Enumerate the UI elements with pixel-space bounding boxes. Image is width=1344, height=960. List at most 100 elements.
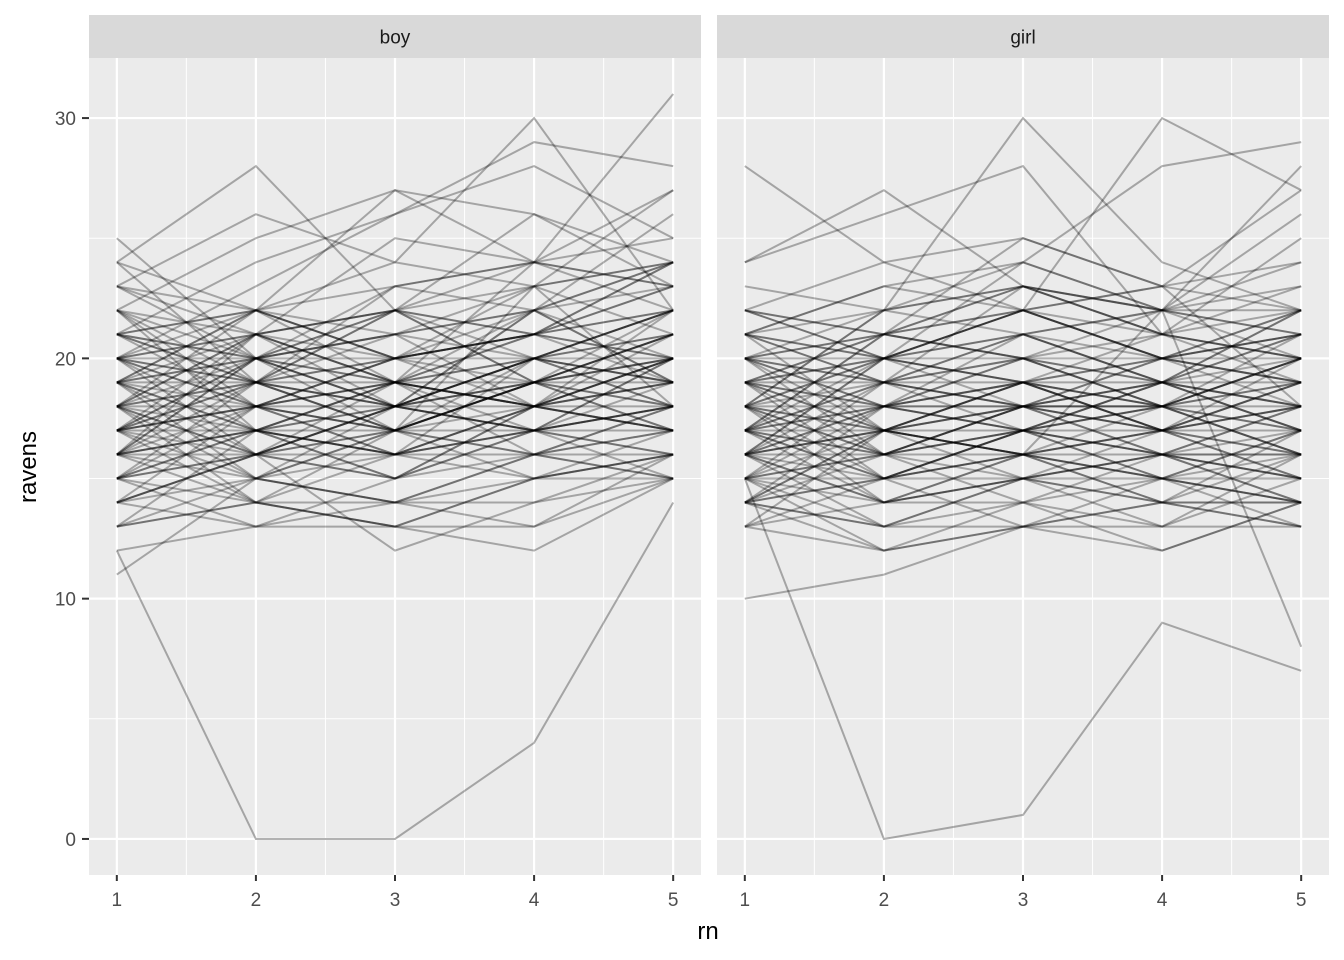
series-lines-girl (743, 116, 1303, 841)
series-line (116, 381, 674, 456)
series-line (744, 309, 1302, 456)
series-line (744, 381, 1302, 456)
series-line (744, 477, 1302, 528)
series-line (744, 429, 1302, 528)
y-tick-label: 30 (55, 109, 76, 130)
x-tick-label: 5 (1296, 890, 1307, 911)
series-line (744, 285, 1302, 384)
series-line (744, 405, 1302, 504)
facet-strip-boy (89, 15, 701, 58)
series-line (116, 333, 674, 432)
series-line (744, 405, 1302, 504)
series-line (116, 309, 674, 384)
series-line (116, 309, 674, 360)
x-tick-label: 3 (390, 890, 401, 911)
series-line (744, 453, 1302, 528)
series-line (744, 285, 1302, 360)
series-line (116, 261, 674, 384)
x-tick-label: 4 (1157, 890, 1168, 911)
series-line (744, 116, 1302, 336)
panel-boy: boy (89, 15, 701, 875)
series-line (116, 405, 674, 504)
series-line (744, 405, 1302, 480)
series-line (744, 309, 1302, 408)
series-line (116, 405, 674, 480)
series-line (116, 261, 674, 432)
series-line (744, 381, 1302, 480)
x-tick-label: 2 (251, 890, 262, 911)
series-line (744, 357, 1302, 456)
series-line (116, 261, 674, 408)
series-line (744, 333, 1302, 408)
series-line (744, 309, 1302, 456)
series-line (116, 453, 674, 552)
series-line (116, 333, 674, 408)
series-line (744, 381, 1302, 528)
series-line (116, 333, 674, 480)
y-tick-label: 20 (55, 349, 76, 370)
series-line (116, 309, 674, 408)
series-line (116, 453, 674, 528)
series-line (116, 189, 674, 384)
series-line (744, 333, 1302, 432)
series-line (116, 333, 674, 432)
series-line (744, 381, 1302, 480)
series-line (116, 309, 674, 408)
series-line (116, 189, 674, 408)
series-line (744, 429, 1302, 504)
series-line (744, 237, 1302, 408)
series-line (116, 285, 674, 384)
series-line (744, 141, 1302, 360)
series-line (116, 357, 674, 456)
series-line (744, 429, 1302, 528)
series-line (744, 429, 1302, 480)
series-line (744, 429, 1302, 504)
series-line (744, 357, 1302, 528)
series-line (116, 381, 674, 480)
series-line (116, 405, 674, 504)
series-line (116, 309, 674, 408)
series-line (744, 357, 1302, 504)
series-line (116, 237, 674, 408)
series-line (744, 357, 1302, 456)
series-line (116, 309, 674, 456)
series-line (116, 381, 674, 480)
series-line (116, 357, 674, 480)
series-line (116, 285, 674, 456)
series-line (744, 501, 1302, 552)
series-line (116, 309, 674, 432)
series-line (116, 429, 674, 528)
series-line (744, 165, 1302, 384)
series-line (116, 261, 674, 384)
series-line (744, 381, 1302, 480)
series-line (744, 213, 1302, 432)
panels-layer: boy girl (89, 15, 1329, 875)
series-line (744, 237, 1302, 312)
series-line (744, 357, 1302, 456)
series-line (116, 477, 674, 552)
series-line (116, 285, 674, 408)
series-line (116, 357, 674, 456)
series-line (744, 333, 1302, 480)
series-line (744, 381, 1302, 528)
series-line (116, 213, 674, 432)
series-line (744, 333, 1302, 504)
series-line (116, 429, 674, 528)
series-line (116, 453, 674, 504)
series-line (116, 429, 674, 504)
series-line (744, 333, 1302, 432)
series-line (116, 93, 674, 312)
series-line (744, 189, 1302, 360)
series-line (116, 189, 674, 336)
series-line (744, 309, 1302, 456)
series-lines-boy (115, 93, 675, 840)
series-line (115, 501, 675, 840)
series-line (116, 309, 674, 504)
series-line (116, 237, 674, 384)
series-line (744, 357, 1302, 432)
y-tick-label: 0 (65, 830, 76, 851)
series-line (743, 478, 1302, 841)
series-line (744, 501, 1302, 600)
series-line (744, 381, 1302, 456)
